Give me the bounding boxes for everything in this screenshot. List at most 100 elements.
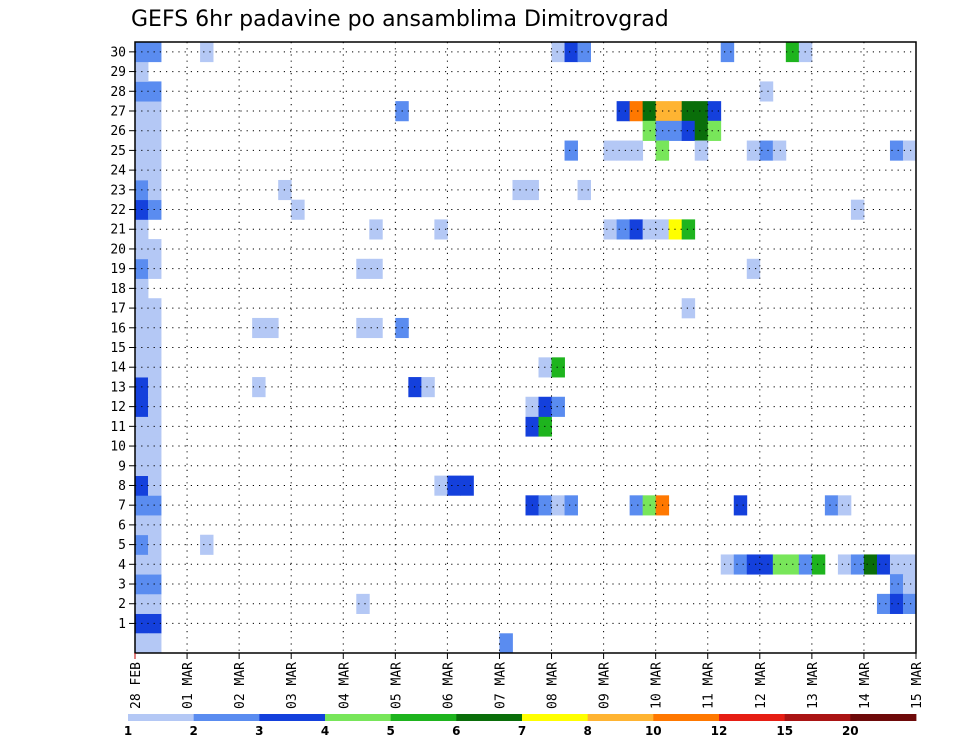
heatmap-cell <box>629 495 644 516</box>
heatmap-cell <box>746 258 761 279</box>
heatmap-cell <box>135 633 149 654</box>
x-axis: 28 FEB 01 MAR 02 MAR 03 MAR 04 MAR 05 MAR 06 M… <box>129 653 925 709</box>
heatmap-cell <box>629 219 644 240</box>
heatmap-cell <box>759 554 774 575</box>
y-tick-label: 27 <box>110 104 126 119</box>
heatmap-cell <box>707 120 722 141</box>
heatmap-cell <box>889 554 904 575</box>
heatmap-cell <box>681 120 696 141</box>
heatmap-cell <box>616 219 631 240</box>
heatmap-cell <box>551 42 565 63</box>
heatmap-cell <box>148 633 162 654</box>
heatmap-cell <box>629 101 644 122</box>
heatmap-cell <box>681 298 696 319</box>
colorbar-swatch <box>653 714 720 721</box>
heatmap-cell <box>889 593 904 614</box>
heatmap-cell <box>577 42 591 63</box>
heatmap-cell <box>889 574 904 595</box>
x-tick-label: 03 MAR <box>285 662 300 709</box>
heatmap-cell <box>356 317 370 339</box>
y-tick-label: 29 <box>110 65 126 80</box>
heatmap-cell <box>252 377 266 398</box>
colorbar-swatch <box>456 714 523 721</box>
y-tick-label: 8 <box>118 479 126 494</box>
heatmap-cell <box>291 199 305 220</box>
heatmap-cell <box>720 42 735 63</box>
y-tick-label: 22 <box>110 203 126 218</box>
heatmap-cell <box>811 554 826 575</box>
colorbar-label: 4 <box>321 724 329 738</box>
heatmap-cell <box>577 179 591 201</box>
y-tick-label: 18 <box>110 282 126 297</box>
heatmap-cell <box>863 554 878 575</box>
heatmap-cell <box>746 140 761 161</box>
colorbar-swatch <box>784 714 851 721</box>
chart-title: GEFS 6hr padavine po ansamblima Dimitrov… <box>131 7 669 32</box>
x-tick-label: 11 MAR <box>702 662 717 709</box>
x-tick-label: 14 MAR <box>858 662 873 709</box>
colorbar-swatch <box>128 714 195 721</box>
x-tick-label: 28 FEB <box>129 662 144 709</box>
x-tick-label: 12 MAR <box>754 662 769 709</box>
colorbar: 1 2 3 4 5 6 7 8 10 12 15 20 <box>124 714 917 738</box>
y-tick-label: 2 <box>118 597 126 612</box>
y-tick-label: 14 <box>110 361 126 376</box>
y-axis: 1234567891011121314151617181920212223242… <box>110 45 135 632</box>
y-tick-label: 13 <box>110 380 126 395</box>
colorbar-label: 12 <box>711 724 728 738</box>
y-tick-label: 12 <box>110 400 126 415</box>
heatmap-cell <box>564 42 578 63</box>
y-tick-label: 9 <box>118 459 126 474</box>
heatmap-cell <box>356 258 370 279</box>
x-tick-label: 04 MAR <box>337 662 352 709</box>
heatmap-cell <box>603 140 618 161</box>
heatmap-cell <box>694 120 709 141</box>
heatmap-cell <box>772 140 787 161</box>
x-tick-label: 02 MAR <box>233 662 248 709</box>
colorbar-label: 1 <box>124 724 132 738</box>
y-tick-label: 4 <box>118 558 126 573</box>
heatmap-cell <box>369 219 383 240</box>
y-tick-label: 23 <box>110 183 126 198</box>
heatmap-cell <box>759 81 774 102</box>
heatmap-cell <box>642 219 657 240</box>
y-tick-label: 16 <box>110 321 126 336</box>
heatmap-cell <box>629 140 644 161</box>
heatmap-cell <box>512 179 526 201</box>
colorbar-label: 3 <box>255 724 263 738</box>
heatmap-cell <box>681 101 696 122</box>
heatmap-cell <box>551 495 565 516</box>
heatmap-cell <box>421 377 435 398</box>
colorbar-swatch <box>259 714 326 721</box>
y-tick-label: 30 <box>110 45 126 60</box>
x-tick-label: 01 MAR <box>181 662 196 709</box>
heatmap-cell <box>447 475 461 496</box>
colorbar-swatch <box>390 714 457 721</box>
heatmap-cell <box>876 554 891 575</box>
y-tick-label: 26 <box>110 124 126 139</box>
heatmap-cell <box>694 140 709 161</box>
heatmap-cell <box>616 101 631 122</box>
heatmap-cell <box>850 199 865 220</box>
heatmap-cell <box>837 554 852 575</box>
y-tick-label: 11 <box>110 420 126 435</box>
heatmap-cell <box>681 219 696 240</box>
y-tick-label: 17 <box>110 302 126 317</box>
heatmap-cell <box>759 140 774 161</box>
heatmap-cell <box>837 495 852 516</box>
heatmap-cell <box>356 593 370 614</box>
heatmap-cell <box>603 219 618 240</box>
x-tick-label: 05 MAR <box>389 662 404 709</box>
heatmap-cell <box>252 317 266 339</box>
y-tick-label: 21 <box>110 223 126 238</box>
y-tick-label: 6 <box>118 518 126 533</box>
heatmap-cell <box>642 495 657 516</box>
y-tick-label: 25 <box>110 144 126 159</box>
x-tick-label: 15 MAR <box>910 662 925 709</box>
colorbar-swatch <box>850 714 917 721</box>
colorbar-label: 5 <box>387 724 395 738</box>
heatmap-cell <box>564 140 578 161</box>
x-tick-label: 13 MAR <box>806 662 821 709</box>
heatmap-cell <box>369 317 383 339</box>
